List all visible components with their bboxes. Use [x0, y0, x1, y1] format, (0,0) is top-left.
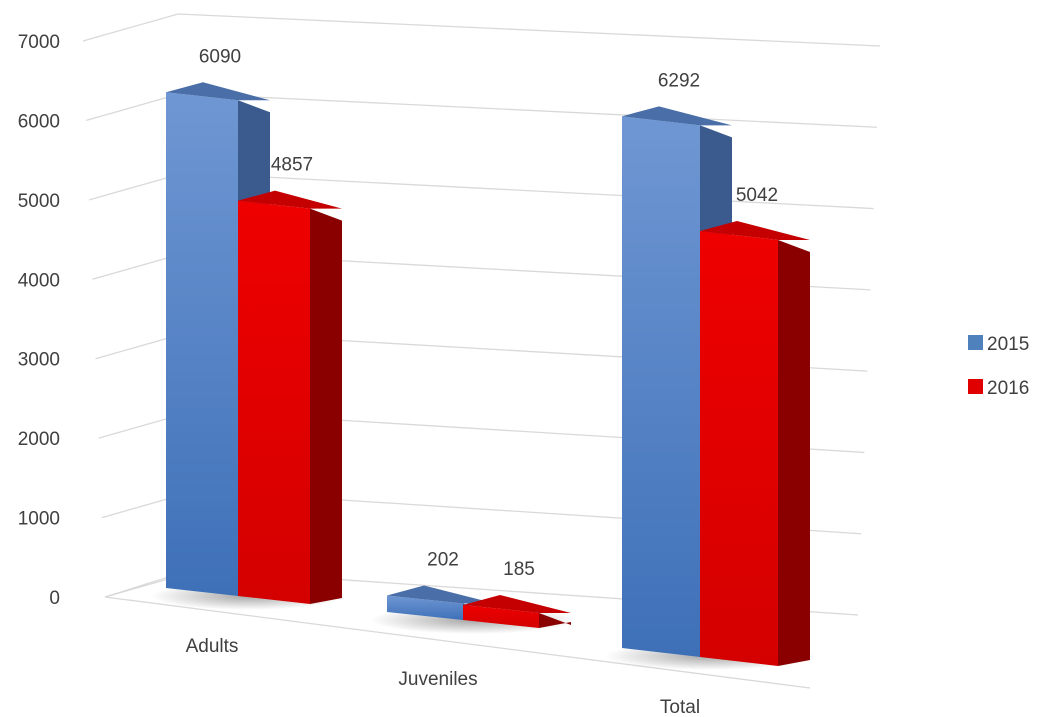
y-tick-label: 6000	[18, 111, 60, 132]
bar-top	[387, 585, 495, 604]
x-category-label: Juveniles	[398, 669, 477, 690]
floor-edge	[104, 574, 176, 598]
y-tick-label: 2000	[18, 429, 60, 450]
x-category-label: Total	[660, 697, 700, 717]
y-tick-label: 5000	[18, 191, 60, 212]
gridline	[82, 13, 881, 47]
y-tick-label: 3000	[18, 350, 60, 371]
bar-front	[622, 116, 700, 658]
bar-side	[778, 239, 810, 667]
bar-side	[539, 612, 571, 628]
y-tick-label: 0	[49, 588, 60, 609]
bar-top	[700, 220, 810, 240]
y-tick-label: 4000	[18, 270, 60, 291]
floor-front-edge	[104, 596, 811, 689]
data-label: 185	[503, 559, 535, 580]
bar-top	[622, 106, 732, 126]
data-label: 5042	[736, 185, 778, 206]
data-label: 6090	[199, 46, 241, 67]
bar-front	[166, 92, 238, 597]
bar-front	[463, 604, 539, 628]
bar-front	[387, 595, 463, 620]
data-label: 4857	[271, 155, 313, 176]
bar	[238, 190, 342, 604]
data-label: 6292	[658, 70, 700, 91]
legend-swatch	[968, 335, 983, 350]
legend-swatch	[968, 379, 983, 394]
y-axis-ticks: 0 1000 2000 3000 4000 5000 6000 7000	[18, 32, 60, 609]
bar-top	[463, 594, 571, 613]
bar	[700, 220, 810, 667]
data-labels: 6090 4857 202 185 6292 5042	[199, 46, 778, 580]
bar-top	[166, 82, 270, 101]
y-tick-label: 7000	[18, 32, 60, 53]
legend-label: 2015	[987, 334, 1029, 355]
bar-side	[310, 208, 342, 604]
y-tick-label: 1000	[18, 509, 60, 530]
x-axis-categories: Adults Juveniles Total	[186, 636, 700, 717]
legend: 2015 2016	[968, 334, 1029, 399]
legend-label: 2016	[987, 378, 1029, 399]
bar-front	[700, 230, 778, 667]
x-category-label: Adults	[186, 636, 239, 657]
bar-top	[238, 190, 342, 209]
bar-front	[238, 200, 310, 604]
data-label: 202	[427, 550, 459, 571]
bar	[463, 594, 571, 628]
bars	[166, 82, 810, 667]
